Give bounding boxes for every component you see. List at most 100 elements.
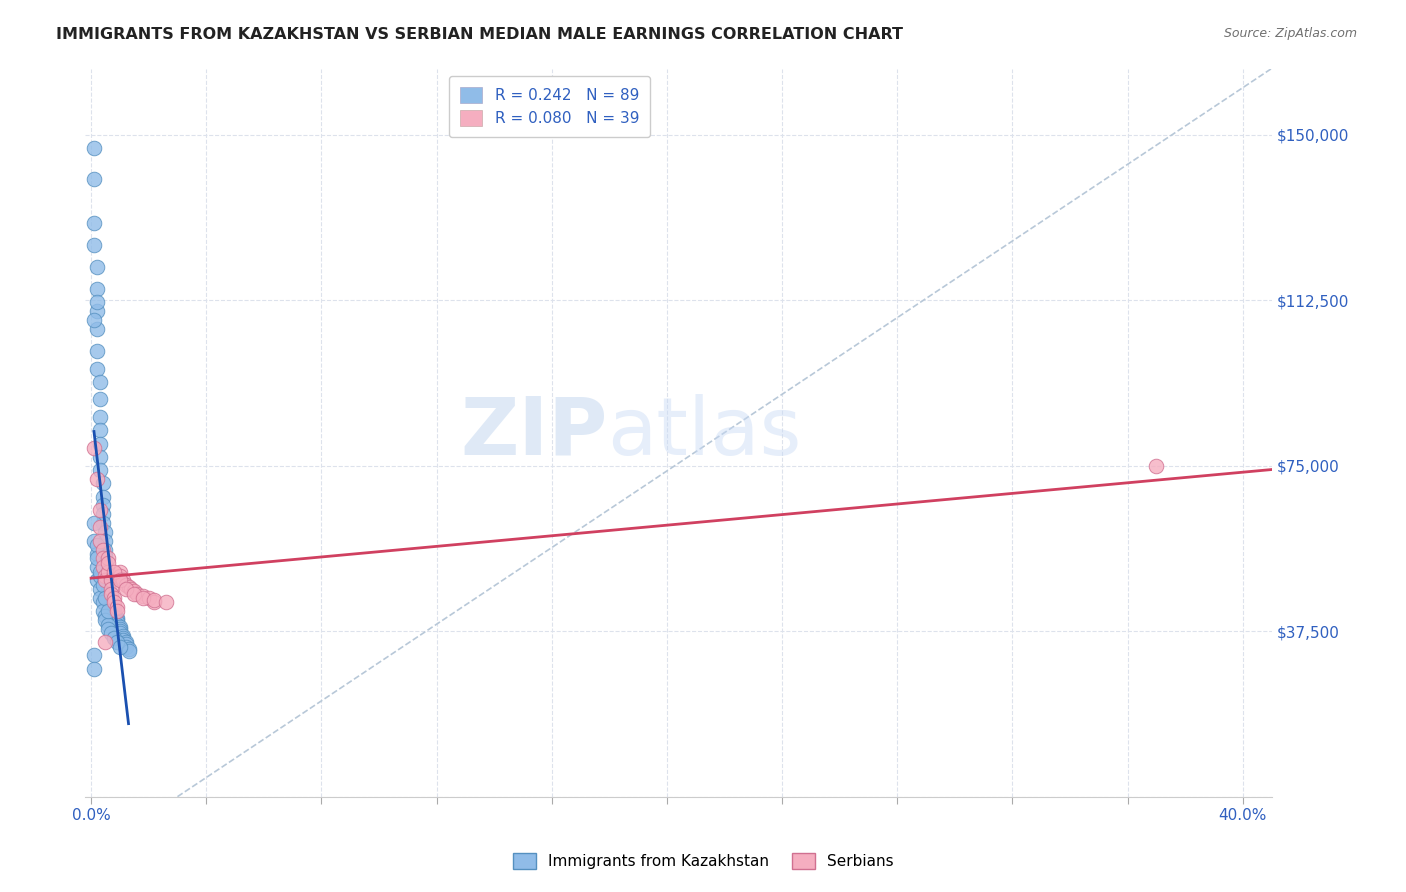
Point [86, 551, 108, 566]
Point [94, 549, 117, 564]
Point [89, 591, 111, 606]
Point [97, 565, 120, 579]
Point [143, 593, 166, 607]
Point [100, 598, 122, 612]
Point [94, 613, 117, 627]
Point [120, 582, 142, 597]
Point [89, 582, 111, 597]
Text: ZIP: ZIP [460, 393, 607, 472]
Point [97, 617, 120, 632]
Point [83, 141, 105, 155]
Point [91, 490, 114, 504]
Point [114, 578, 136, 592]
Point [97, 551, 120, 566]
Point [89, 424, 111, 438]
Text: atlas: atlas [607, 393, 801, 472]
Point [100, 595, 122, 609]
Point [89, 569, 111, 583]
Point [108, 574, 131, 588]
Point [105, 604, 128, 618]
Point [105, 617, 128, 632]
Point [91, 595, 114, 609]
Point [83, 172, 105, 186]
Point [105, 599, 128, 614]
Point [103, 604, 125, 618]
Text: IMMIGRANTS FROM KAZAKHSTAN VS SERBIAN MEDIAN MALE EARNINGS CORRELATION CHART: IMMIGRANTS FROM KAZAKHSTAN VS SERBIAN ME… [56, 27, 903, 42]
Point [114, 635, 136, 649]
Point [83, 533, 105, 548]
Point [97, 584, 120, 599]
Legend: R = 0.242   N = 89, R = 0.080   N = 39: R = 0.242 N = 89, R = 0.080 N = 39 [449, 76, 650, 137]
Point [117, 580, 139, 594]
Point [94, 524, 117, 539]
Point [86, 361, 108, 376]
Point [132, 589, 155, 603]
Point [86, 343, 108, 358]
Point [94, 562, 117, 576]
Point [122, 587, 145, 601]
Point [97, 571, 120, 585]
Point [103, 591, 125, 606]
Point [89, 392, 111, 407]
Point [91, 604, 114, 618]
Point [100, 587, 122, 601]
Point [143, 595, 166, 609]
Legend: Immigrants from Kazakhstan, Serbians: Immigrants from Kazakhstan, Serbians [506, 847, 900, 875]
Point [111, 574, 134, 588]
Point [132, 591, 155, 606]
Text: Source: ZipAtlas.com: Source: ZipAtlas.com [1223, 27, 1357, 40]
Point [108, 569, 131, 583]
Point [97, 580, 120, 594]
Point [100, 591, 122, 606]
Point [91, 578, 114, 592]
Point [122, 584, 145, 599]
Point [86, 538, 108, 552]
Point [83, 662, 105, 676]
Point [108, 640, 131, 654]
Point [97, 575, 120, 590]
Point [114, 582, 136, 597]
Point [100, 593, 122, 607]
Point [100, 587, 122, 601]
Point [100, 626, 122, 640]
Point [94, 542, 117, 557]
Point [86, 472, 108, 486]
Point [89, 520, 111, 534]
Point [89, 436, 111, 450]
Point [105, 613, 128, 627]
Point [108, 620, 131, 634]
Point [155, 595, 177, 609]
Point [94, 608, 117, 623]
Point [83, 441, 105, 455]
Point [89, 410, 111, 425]
Point [103, 599, 125, 614]
Point [86, 260, 108, 274]
Point [86, 304, 108, 318]
Point [86, 295, 108, 310]
Point [103, 595, 125, 609]
Point [86, 560, 108, 574]
Point [1144, 458, 1167, 473]
Point [114, 640, 136, 654]
Point [91, 499, 114, 513]
Point [111, 629, 134, 643]
Point [117, 644, 139, 658]
Point [86, 574, 108, 588]
Point [97, 622, 120, 636]
Point [103, 565, 125, 579]
Point [103, 631, 125, 645]
Point [117, 641, 139, 656]
Point [127, 587, 149, 601]
Point [97, 604, 120, 618]
Point [91, 542, 114, 557]
Point [97, 566, 120, 581]
Point [91, 551, 114, 566]
Point [83, 313, 105, 327]
Point [94, 635, 117, 649]
Point [86, 282, 108, 296]
Point [97, 556, 120, 570]
Point [94, 556, 117, 570]
Point [94, 533, 117, 548]
Point [89, 450, 111, 464]
Point [86, 322, 108, 336]
